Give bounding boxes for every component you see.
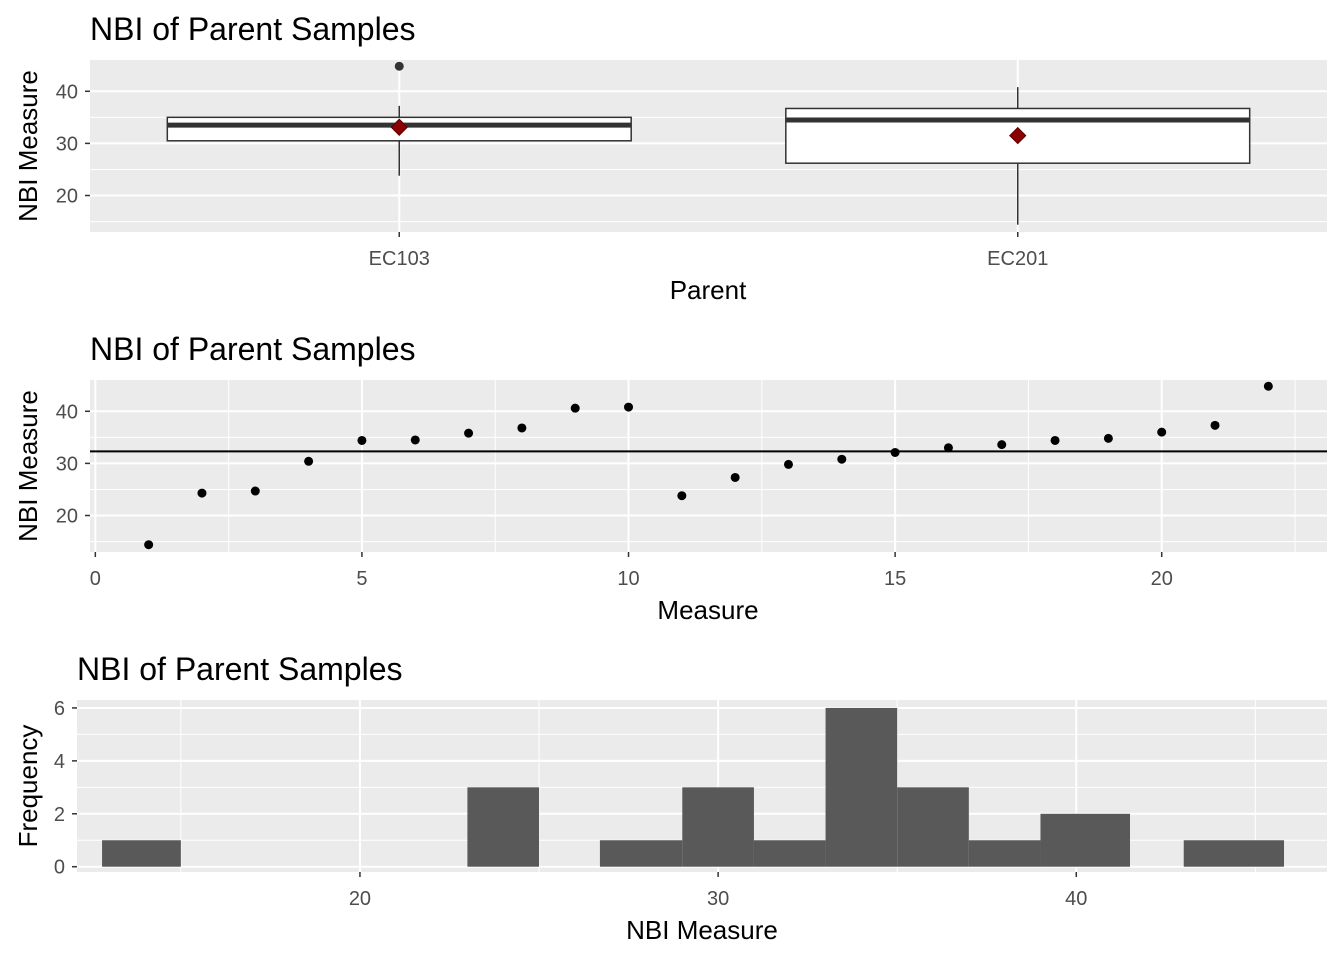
scatter-point: [1210, 420, 1220, 430]
histogram-y-axis-label: Frequency: [13, 725, 43, 848]
scatter-plot-background: [90, 380, 1327, 552]
histogram-bar: [682, 787, 754, 867]
histogram-y-tick-label: 2: [54, 804, 65, 826]
histogram-tick-labels: 0 2 4 6 20 30 40: [54, 698, 1088, 910]
box-mean-marker: [1009, 126, 1027, 145]
scatter-point: [624, 402, 634, 412]
histogram-x-tick-label: 40: [1065, 888, 1087, 910]
boxplot-tick-labels: 20 30 40 EC103 EC201: [56, 81, 1049, 270]
histogram-y-tick-label: 0: [54, 857, 65, 879]
boxplot-y-tick-label: 30: [56, 133, 78, 155]
histogram-bar: [825, 707, 898, 867]
scatter-point: [1050, 435, 1060, 445]
box-mean-marker: [390, 118, 408, 136]
boxplot-y-tick-label: 40: [56, 81, 78, 103]
histogram-bar: [102, 840, 181, 867]
scatter-y-tick-label: 40: [56, 401, 78, 423]
scatter-point: [943, 443, 953, 453]
boxplot-x-axis-label: Parent: [670, 275, 747, 305]
scatter-y-axis-label: NBI Measure: [13, 390, 43, 542]
boxplot-x-tick-label: EC201: [987, 248, 1048, 270]
scatter-point: [783, 459, 793, 469]
scatter-point: [464, 428, 474, 438]
scatter-point: [197, 488, 207, 498]
scatter-x-axis-label: Measure: [657, 595, 758, 625]
scatter-marks: [90, 381, 1327, 550]
scatter-point: [1157, 427, 1167, 437]
scatter-x-tick-label: 5: [356, 568, 367, 590]
scatter-x-tick-label: 15: [884, 568, 906, 590]
scatter-y-tick-label: 30: [56, 453, 78, 475]
histogram-y-tick-label: 4: [54, 751, 65, 773]
scatter-x-tick-label: 0: [90, 568, 101, 590]
histogram-y-tick-label: 6: [54, 698, 65, 720]
scatter-point: [890, 447, 900, 457]
histogram-x-tick-label: 20: [349, 888, 371, 910]
scatter-x-tick-label: 10: [617, 568, 639, 590]
scatter-tick-labels: 20 30 40 0 5 10 15 20: [56, 401, 1173, 590]
histogram-panel: NBI of Parent Samples 0 2 4 6 20 30 40 NBI Mea…: [13, 651, 1327, 945]
histogram-bar: [897, 787, 969, 867]
histogram-bar: [467, 787, 540, 867]
scatter-point: [250, 486, 260, 496]
boxplot-x-tick-label: EC103: [369, 248, 430, 270]
scatter-point: [304, 456, 314, 466]
scatter-point: [410, 435, 420, 445]
histogram-bar: [968, 840, 1041, 867]
histogram-x-tick-label: 30: [707, 888, 729, 910]
scatter-point: [357, 435, 367, 445]
boxplot-panel: NBI of Parent Samples 20 30 40 EC103 EC201 P…: [13, 11, 1327, 305]
scatter-x-tick-label: 20: [1151, 568, 1173, 590]
scatter-point: [144, 540, 154, 550]
boxplot-y-axis-label: NBI Measure: [13, 70, 43, 222]
histogram-bar: [599, 840, 683, 867]
histogram-bar: [1183, 840, 1285, 867]
scatter-point: [997, 440, 1007, 450]
scatter-point: [1103, 433, 1113, 443]
scatter-point: [837, 454, 847, 464]
scatter-title: NBI of Parent Samples: [90, 331, 415, 367]
box-outlier-point: [394, 61, 404, 71]
histogram-x-axis-label: NBI Measure: [626, 915, 778, 945]
histogram-title: NBI of Parent Samples: [77, 651, 402, 687]
scatter-gridlines: [90, 380, 1327, 552]
histogram-marks: [102, 707, 1285, 867]
scatter-point: [517, 423, 527, 433]
boxplot-y-tick-label: 20: [56, 186, 78, 208]
scatter-panel: NBI of Parent Samples 20 30 40 0 5 10 15 20 Mea…: [13, 331, 1327, 625]
scatter-point: [570, 403, 580, 413]
boxplot-title: NBI of Parent Samples: [90, 11, 415, 47]
scatter-point: [677, 491, 687, 501]
scatter-point: [730, 472, 740, 482]
boxplot-marks: [166, 61, 1251, 225]
scatter-y-tick-label: 20: [56, 506, 78, 528]
scatter-point: [1263, 381, 1273, 391]
histogram-bar: [753, 840, 826, 867]
histogram-bar: [1040, 813, 1131, 867]
